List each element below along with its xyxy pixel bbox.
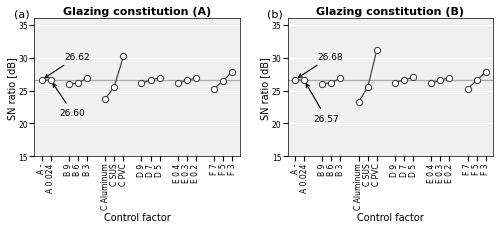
X-axis label: Control factor: Control factor bbox=[104, 212, 170, 222]
Title: Glazing constitution (B): Glazing constitution (B) bbox=[316, 7, 464, 17]
Text: 26.62: 26.62 bbox=[45, 53, 90, 78]
Text: 26.68: 26.68 bbox=[298, 53, 344, 78]
Y-axis label: SN ratio [dB]: SN ratio [dB] bbox=[7, 57, 17, 119]
Title: Glazing constitution (A): Glazing constitution (A) bbox=[63, 7, 211, 17]
Text: 26.60: 26.60 bbox=[53, 84, 86, 118]
Text: (b): (b) bbox=[268, 10, 283, 20]
Text: (a): (a) bbox=[14, 10, 30, 20]
Y-axis label: SN ratio [dB]: SN ratio [dB] bbox=[260, 57, 270, 119]
X-axis label: Control factor: Control factor bbox=[357, 212, 424, 222]
Text: 26.57: 26.57 bbox=[306, 84, 339, 123]
